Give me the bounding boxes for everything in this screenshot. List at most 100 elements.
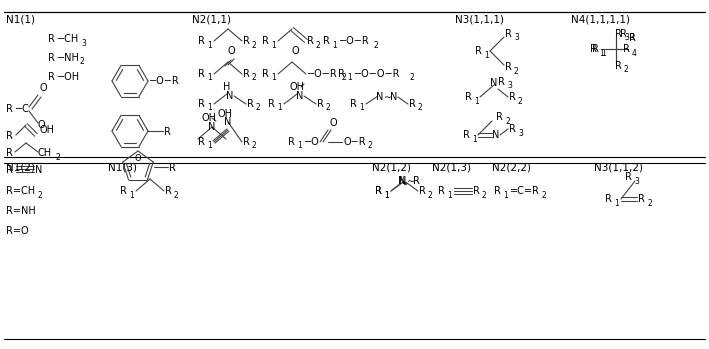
Text: N: N — [208, 122, 216, 132]
Text: 1: 1 — [359, 104, 364, 112]
Text: N1(1): N1(1) — [6, 14, 35, 24]
Text: 3: 3 — [81, 38, 86, 47]
Text: −C: −C — [15, 104, 30, 114]
Text: CH: CH — [38, 148, 52, 158]
Text: O: O — [330, 118, 337, 128]
Text: 1: 1 — [447, 191, 452, 200]
Text: 2: 2 — [252, 141, 257, 150]
Text: N: N — [35, 165, 43, 175]
Text: 1: 1 — [599, 49, 604, 58]
Text: R: R — [590, 44, 597, 54]
Text: 1: 1 — [207, 40, 212, 50]
Text: 2: 2 — [174, 191, 179, 200]
Text: −O: −O — [304, 137, 320, 147]
Text: R: R — [438, 186, 445, 196]
Text: =C=R: =C=R — [510, 186, 540, 196]
Text: N: N — [226, 91, 233, 101]
Text: R: R — [615, 61, 622, 71]
Text: O: O — [292, 46, 300, 56]
Text: R: R — [629, 33, 636, 43]
Text: R: R — [198, 36, 205, 46]
Text: R: R — [6, 165, 13, 175]
Text: R: R — [496, 112, 503, 122]
Text: N: N — [399, 176, 406, 186]
Text: N: N — [296, 91, 303, 101]
Text: N3(1,1,2): N3(1,1,2) — [594, 162, 643, 172]
Text: 1: 1 — [271, 40, 276, 50]
Text: 1: 1 — [614, 199, 619, 208]
Text: R: R — [375, 186, 382, 196]
Text: 2: 2 — [541, 191, 546, 200]
Text: R=CH: R=CH — [6, 186, 35, 196]
Text: R: R — [288, 137, 295, 147]
Text: 2: 2 — [505, 117, 510, 126]
Text: 2: 2 — [624, 66, 629, 74]
Text: 1: 1 — [601, 49, 605, 58]
Text: 2: 2 — [428, 191, 432, 200]
Text: R: R — [413, 176, 420, 186]
Text: R: R — [475, 46, 482, 56]
Text: 1: 1 — [277, 104, 281, 112]
Text: R: R — [6, 148, 13, 158]
Text: 1: 1 — [474, 97, 479, 105]
Text: 2: 2 — [373, 40, 378, 50]
Text: R: R — [120, 186, 127, 196]
Text: N: N — [398, 176, 406, 186]
Text: 1: 1 — [472, 134, 476, 143]
Text: N2(1,1): N2(1,1) — [192, 14, 231, 24]
Text: 2: 2 — [518, 97, 523, 105]
Text: 1: 1 — [207, 104, 212, 112]
Text: 2: 2 — [38, 191, 43, 200]
Text: −O−R: −O−R — [149, 76, 180, 86]
Text: N1(3): N1(3) — [108, 162, 137, 172]
Text: R: R — [247, 99, 254, 109]
Text: R: R — [198, 137, 205, 147]
Text: R: R — [6, 131, 13, 141]
Text: −OH: −OH — [57, 72, 80, 82]
Text: 2: 2 — [316, 40, 320, 50]
Text: R: R — [509, 92, 516, 102]
Text: 1: 1 — [384, 191, 389, 200]
Text: R: R — [6, 104, 13, 114]
Text: R: R — [169, 163, 176, 173]
Text: 1: 1 — [207, 141, 212, 150]
Text: N2(2,2): N2(2,2) — [492, 162, 531, 172]
Text: −O−R: −O−R — [339, 36, 370, 46]
Text: 1: 1 — [347, 74, 352, 82]
Text: 2: 2 — [55, 153, 60, 162]
Text: R: R — [243, 69, 250, 79]
Text: N2(1,2): N2(1,2) — [372, 162, 411, 172]
Text: N: N — [224, 117, 231, 127]
Text: O: O — [135, 154, 141, 163]
Text: O: O — [40, 83, 48, 93]
Text: R=NH: R=NH — [6, 206, 35, 216]
Text: N: N — [490, 78, 498, 88]
Text: OH: OH — [39, 125, 54, 135]
Text: R: R — [615, 29, 622, 39]
Text: R: R — [463, 130, 470, 140]
Text: N: N — [376, 92, 384, 102]
Text: R: R — [198, 99, 205, 109]
Text: 2: 2 — [514, 67, 519, 75]
Text: O−R: O−R — [343, 137, 366, 147]
Text: 4: 4 — [632, 49, 637, 58]
Text: R: R — [623, 44, 630, 54]
Text: N1(2): N1(2) — [6, 162, 35, 172]
Text: 3: 3 — [624, 34, 629, 43]
Text: 2: 2 — [326, 104, 331, 112]
Text: 1: 1 — [503, 191, 508, 200]
Text: 1: 1 — [297, 141, 302, 150]
Text: −O−O−R: −O−O−R — [354, 69, 401, 79]
Text: R: R — [375, 186, 382, 196]
Text: 3: 3 — [518, 128, 523, 138]
Text: 2: 2 — [80, 58, 85, 67]
Text: 2: 2 — [367, 141, 372, 150]
Text: 1: 1 — [484, 51, 489, 59]
Text: R: R — [268, 99, 275, 109]
Text: R: R — [164, 127, 171, 137]
Text: R: R — [625, 172, 632, 182]
Text: N2(1,3): N2(1,3) — [432, 162, 471, 172]
Text: −O−R: −O−R — [307, 69, 337, 79]
Text: 2: 2 — [647, 199, 652, 208]
Text: R: R — [350, 99, 357, 109]
